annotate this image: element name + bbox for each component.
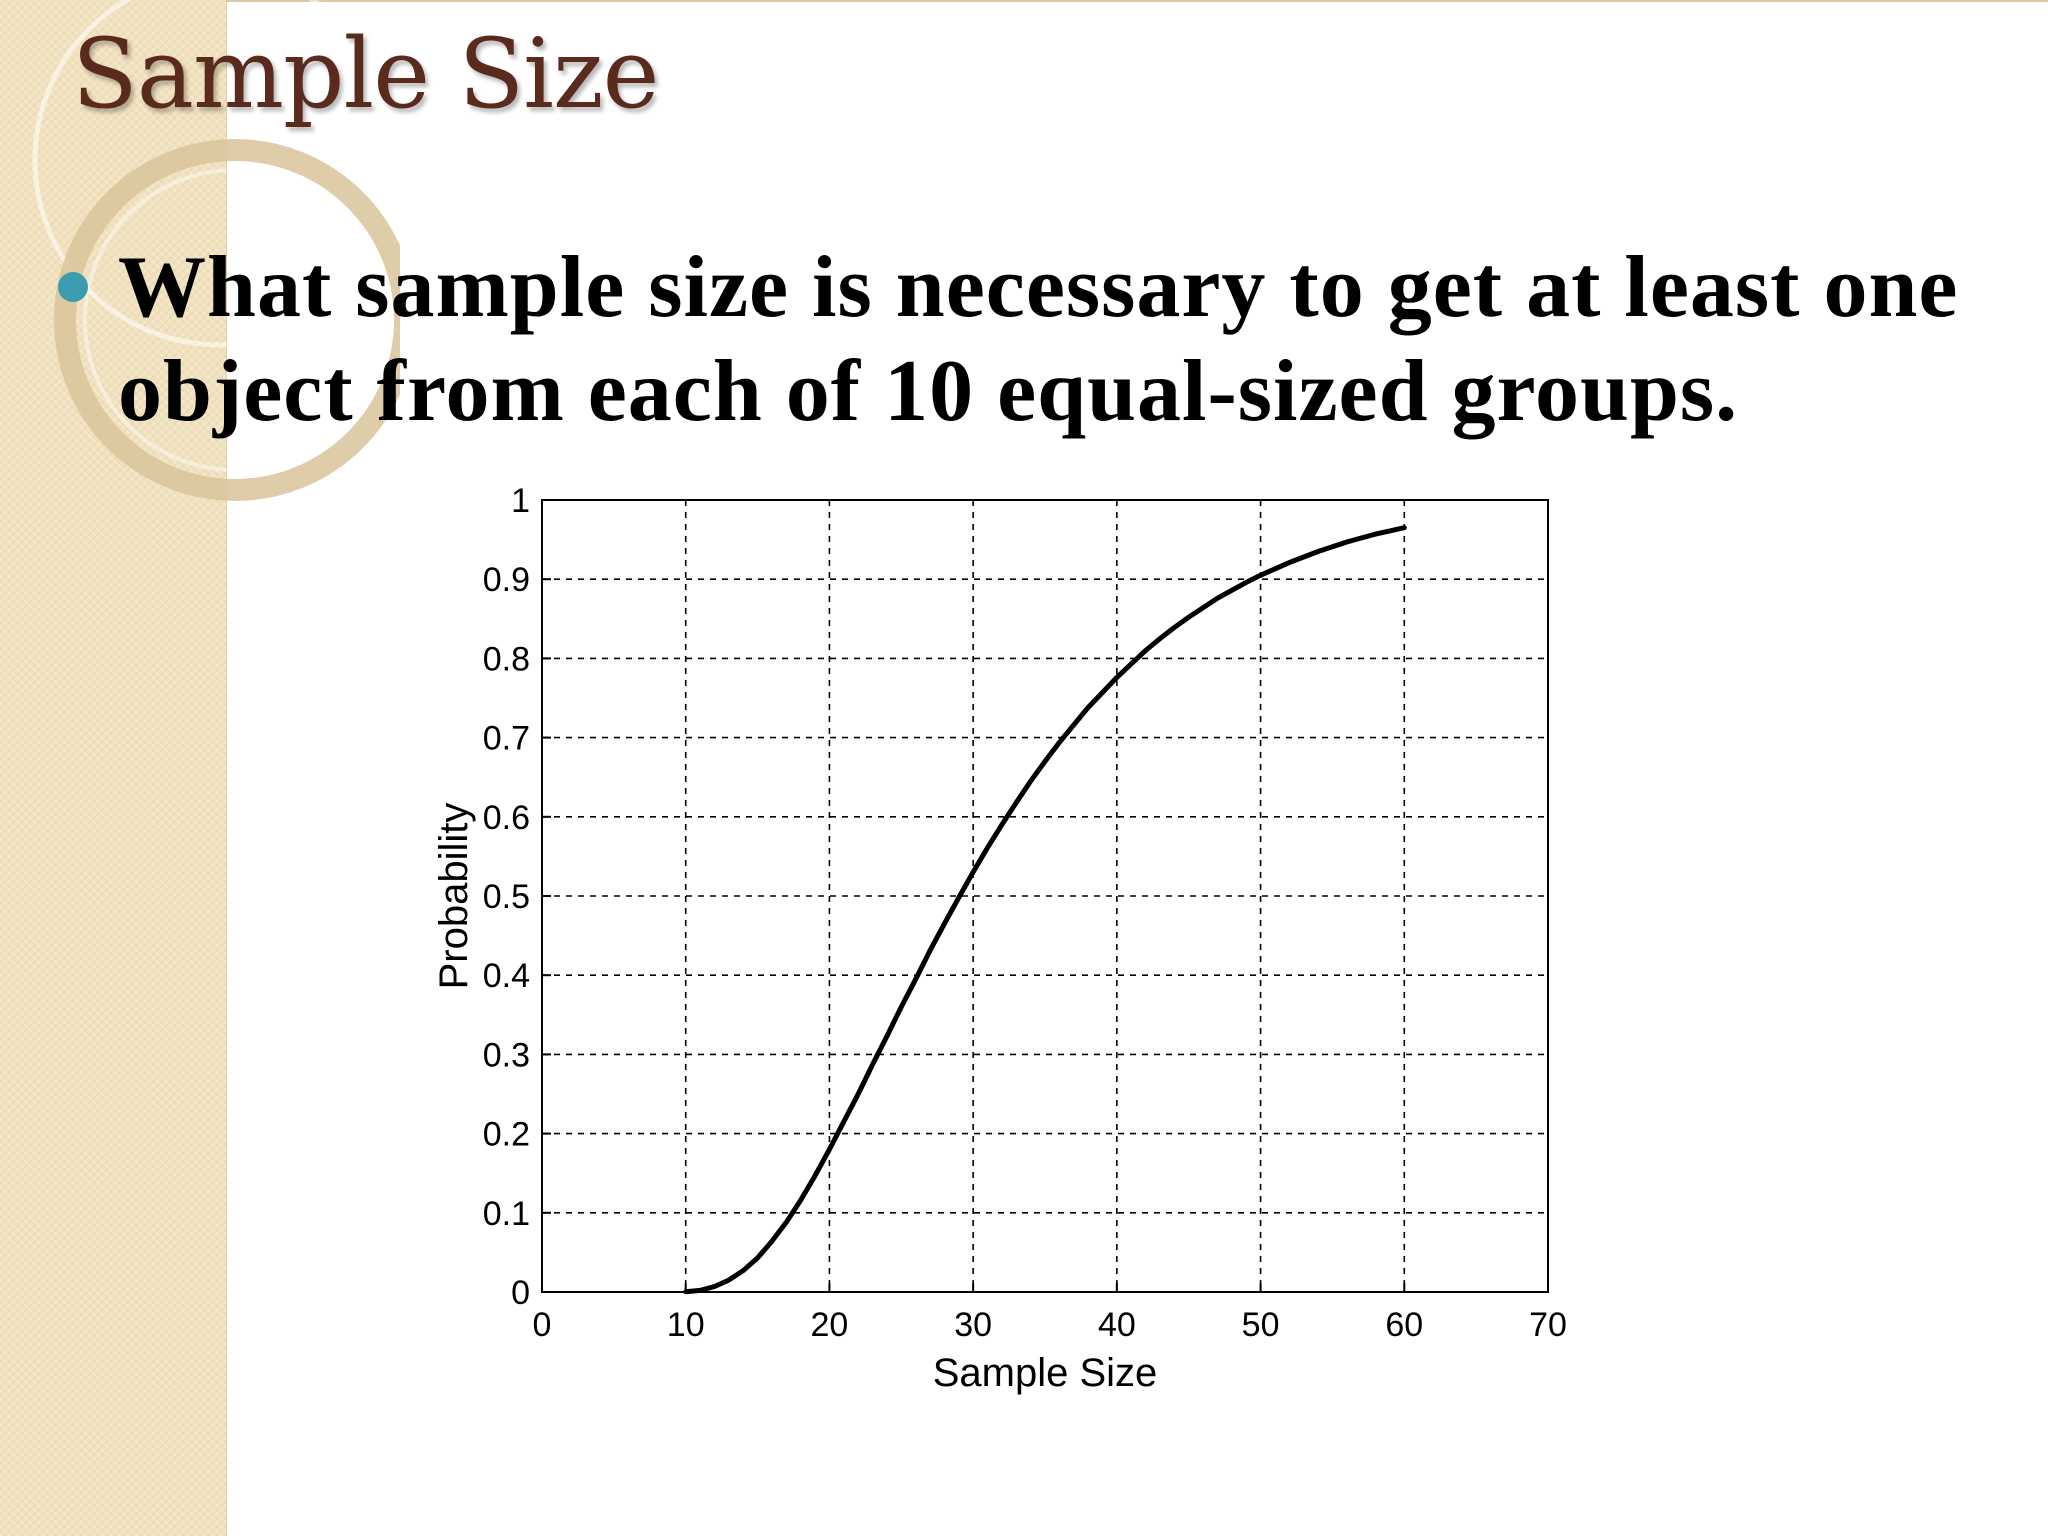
chart-plot-background bbox=[542, 500, 1548, 1292]
x-tick-label: 40 bbox=[1098, 1306, 1136, 1344]
x-tick-label: 70 bbox=[1529, 1306, 1567, 1344]
x-tick-label: 30 bbox=[954, 1306, 992, 1344]
y-tick-label: 0.1 bbox=[483, 1195, 530, 1233]
y-axis-label: Probability bbox=[432, 803, 476, 990]
probability-series-line bbox=[683, 525, 1407, 1295]
x-tick-label: 0 bbox=[533, 1306, 552, 1344]
chart-ticks: 0 10 20 30 40 50 60 70 0 0.1 0.2 0.3 0.4 0.5 0.6 0.7 0.8… bbox=[483, 482, 1567, 1344]
y-tick-label: 0.5 bbox=[483, 878, 530, 916]
x-tick-label: 60 bbox=[1385, 1306, 1423, 1344]
y-tick-label: 0.8 bbox=[483, 640, 530, 678]
x-axis-label: Sample Size bbox=[933, 1351, 1158, 1395]
x-tick-label: 20 bbox=[811, 1306, 849, 1344]
y-tick-label: 0 bbox=[511, 1274, 530, 1312]
y-tick-label: 0.2 bbox=[483, 1116, 530, 1154]
y-tick-label: 0.7 bbox=[483, 720, 530, 758]
x-tick-label: 10 bbox=[667, 1306, 705, 1344]
bullet-text: What sample size is necessary to get at … bbox=[118, 239, 1959, 440]
top-divider bbox=[226, 0, 2048, 2]
chart-series-layer bbox=[683, 525, 1407, 1295]
bullet-point-icon bbox=[58, 272, 88, 302]
chart-grid bbox=[542, 500, 1548, 1292]
y-tick-label: 1 bbox=[511, 482, 530, 520]
slide-title: Sample Size bbox=[72, 18, 659, 130]
y-tick-label: 0.6 bbox=[483, 799, 530, 837]
y-tick-label: 0.9 bbox=[483, 561, 530, 599]
y-tick-label: 0.4 bbox=[483, 957, 530, 995]
x-tick-label: 50 bbox=[1242, 1306, 1280, 1344]
y-tick-label: 0.3 bbox=[483, 1036, 530, 1074]
